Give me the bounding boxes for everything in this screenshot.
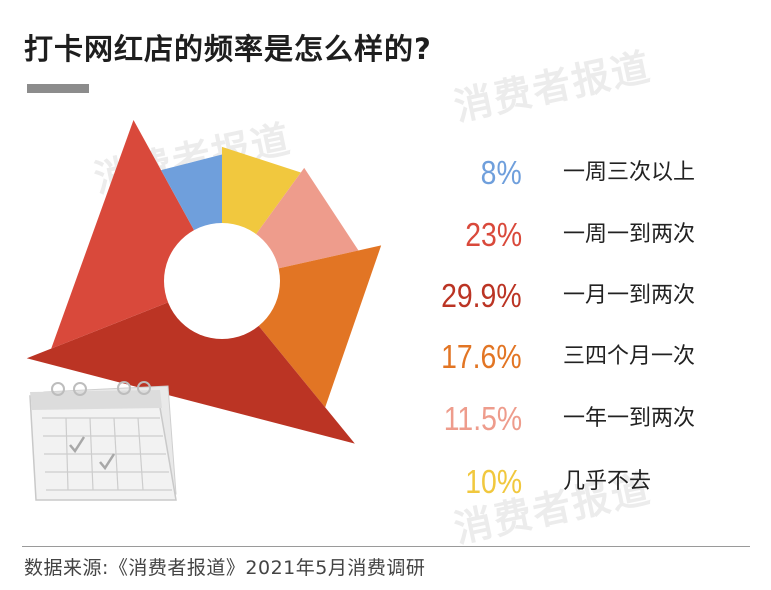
check-icon bbox=[69, 436, 86, 454]
legend-item: 17.6% 三四个月一次 bbox=[400, 332, 750, 382]
check-icon bbox=[99, 453, 116, 471]
legend-value: 17.6% bbox=[441, 338, 522, 375]
legend-label: 一月一到两次 bbox=[563, 283, 696, 308]
title-underline-bar bbox=[27, 84, 89, 93]
legend-item: 10% 几乎不去 bbox=[400, 457, 750, 507]
footer-divider bbox=[22, 546, 750, 547]
legend-item: 23% 一周一到两次 bbox=[400, 210, 750, 260]
calendar-icon bbox=[29, 381, 177, 501]
chart-title: 打卡网红店的频率是怎么样的? bbox=[24, 32, 432, 66]
legend-label: 几乎不去 bbox=[563, 469, 652, 494]
legend-item: 8% 一周三次以上 bbox=[400, 148, 750, 198]
legend-item: 29.9% 一月一到两次 bbox=[400, 271, 750, 321]
pie-slice bbox=[26, 281, 355, 444]
legend-label: 一年一到两次 bbox=[563, 406, 696, 431]
legend-label: 三四个月一次 bbox=[563, 344, 696, 369]
legend-item: 11.5% 一年一到两次 bbox=[400, 394, 750, 444]
legend-label: 一周一到两次 bbox=[563, 222, 696, 247]
donut-hole bbox=[164, 223, 280, 339]
legend-value: 23% bbox=[465, 216, 522, 253]
source-note: 数据来源:《消费者报道》2021年5月消费调研 bbox=[24, 557, 426, 579]
legend-value: 11.5% bbox=[443, 400, 522, 437]
legend-value: 10% bbox=[465, 463, 522, 500]
legend-value: 29.9% bbox=[441, 277, 522, 314]
legend-value: 8% bbox=[480, 154, 522, 191]
legend-label: 一周三次以上 bbox=[563, 160, 696, 185]
